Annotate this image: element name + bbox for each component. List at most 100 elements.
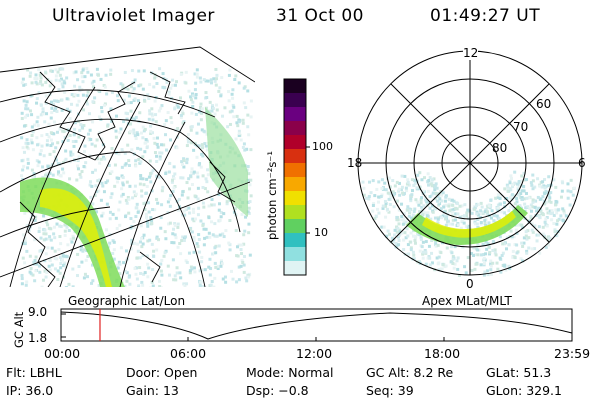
emission-pixel [521,244,525,248]
emission-pixel [150,112,154,116]
emission-pixel [76,164,80,168]
emission-pixel [493,251,497,255]
emission-pixel [237,120,241,124]
emission-pixel [54,158,58,162]
emission-pixel [20,277,24,281]
emission-pixel [150,280,154,284]
emission-pixel [524,191,528,195]
emission-pixel [201,154,205,158]
emission-pixel [513,255,517,259]
emission-pixel [156,145,160,149]
emission-pixel [68,160,72,164]
status-flt: Flt: LBHL [6,365,62,380]
emission-pixel [21,233,25,237]
emission-pixel [198,250,202,254]
emission-pixel [39,82,43,86]
emission-pixel [125,279,129,283]
emission-pixel [192,239,196,243]
emission-pixel [242,86,246,90]
colorbar-step [284,233,306,248]
emission-pixel [119,82,123,86]
emission-pixel [184,70,188,74]
emission-pixel [41,107,45,111]
emission-pixel [241,121,245,125]
map-grid [0,86,251,287]
emission-pixel [383,199,387,203]
emission-pixel [218,86,222,90]
emission-pixel [527,236,531,240]
emission-pixel [473,206,477,210]
emission-pixel [23,242,27,246]
emission-pixel [187,206,191,210]
emission-pixel [102,190,106,194]
emission-pixel [56,162,60,166]
emission-pixel [450,251,454,255]
emission-pixel [466,226,470,230]
emission-pixel [123,284,127,287]
emission-pixel [422,204,426,208]
emission-pixel [200,260,204,264]
emission-pixel [222,235,226,239]
emission-pixel [393,233,397,237]
emission-pixel [29,138,33,142]
emission-pixel [42,232,46,236]
emission-pixel [61,252,65,256]
colorbar-step [284,177,306,192]
emission-pixel [391,240,395,244]
emission-pixel [112,240,116,244]
emission-pixel [160,189,164,193]
emission-pixel [20,111,24,115]
emission-pixel [153,151,157,155]
emission-pixel [507,264,511,268]
emission-pixel [456,212,460,216]
emission-pixel [371,179,375,183]
emission-pixel [217,208,221,212]
emission-pixel [41,165,45,169]
emission-pixel [192,210,196,214]
emission-pixel [33,77,37,81]
emission-pixel [430,193,434,197]
emission-pixel [172,175,176,179]
emission-pixel [119,127,123,131]
emission-pixel [115,263,119,267]
timeline-right-label: Apex MLat/MLT [422,294,512,308]
emission-pixel [88,128,92,132]
emission-pixel [453,262,457,266]
emission-pixel [228,243,232,247]
emission-pixel [211,106,215,110]
emission-pixel [138,266,142,270]
emission-pixel [188,269,192,273]
emission-pixel [93,144,97,148]
emission-pixel [109,72,113,76]
emission-pixel [402,217,406,221]
emission-pixel [215,73,219,77]
emission-pixel [85,67,89,71]
emission-pixel [569,190,573,194]
emission-pixel [236,124,240,128]
emission-pixel [140,245,144,249]
emission-pixel [204,106,208,110]
emission-pixel [180,160,184,164]
emission-pixel [553,228,557,232]
emission-pixel [142,202,146,206]
emission-pixel [241,146,245,150]
emission-pixel [214,83,218,87]
emission-pixel [146,93,150,97]
emission-pixel [132,226,136,230]
emission-pixel [69,150,73,154]
emission-pixel [135,202,139,206]
emission-pixel [188,228,192,232]
emission-pixel [74,139,78,143]
emission-pixel [25,138,29,142]
emission-pixel [376,207,380,211]
timeline-x-tick-2: 12:00 [296,346,333,361]
emission-pixel [142,183,146,187]
emission-pixel [130,148,134,152]
emission-pixel [149,124,153,128]
emission-pixel [546,184,550,188]
emission-pixel [371,209,375,213]
emission-pixel [167,273,171,277]
emission-pixel [400,231,404,235]
emission-pixel [206,173,210,177]
emission-pixel [82,248,86,252]
